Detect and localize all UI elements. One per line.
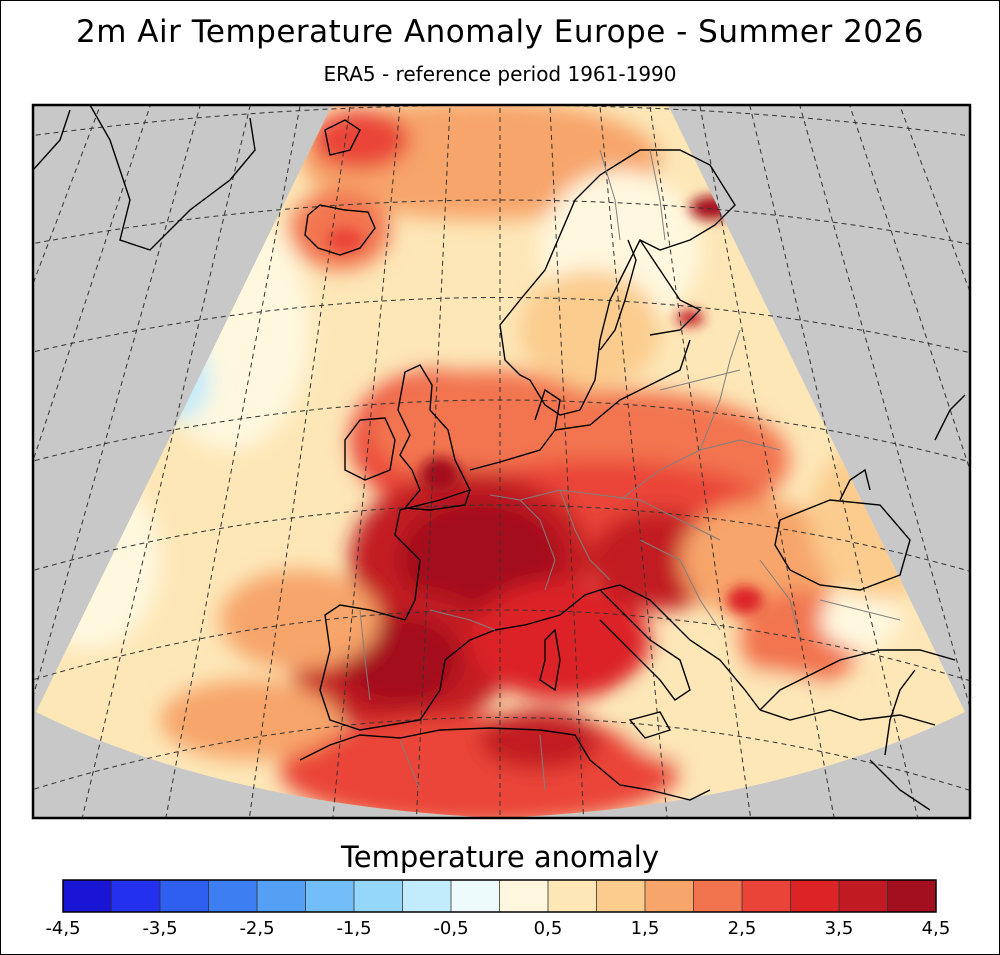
coastlines [33,105,966,811]
colorbar-swatch [693,880,743,912]
colorbar-swatch [354,880,403,912]
colorbar-swatch [839,880,888,912]
colorbar-swatch [596,880,646,912]
colorbar-swatch [451,880,500,912]
colorbar-title: Temperature anomaly [340,840,660,874]
colorbar-tick-label: -4,5 [45,918,81,939]
colorbar-swatch [111,880,161,912]
colorbar-swatch [208,880,258,912]
colorbar-swatch [402,880,452,912]
colorbar-swatch [887,880,937,912]
colorbar-tick-label: 1,5 [630,918,660,939]
colorbar-tick-label: 3,5 [824,918,854,939]
colorbar-tick-label: -2,5 [239,918,275,939]
colorbar-swatch [548,880,597,912]
colorbar-swatch [499,880,549,912]
colorbar-swatch [645,880,694,912]
colorbar-tick-label: -1,5 [336,918,372,939]
colorbar-swatch [63,880,112,912]
colorbar-tick-label: 2,5 [727,918,757,939]
colorbar-tick-label: -3,5 [142,918,178,939]
colorbar-swatch [160,880,209,912]
figure-title: 2m Air Temperature Anomaly Europe - Summ… [76,14,924,50]
colorbar-swatch [257,880,306,912]
colorbar-tick-label: 0,5 [533,918,563,939]
colorbar-swatch [790,880,840,912]
figure-subtitle: ERA5 - reference period 1961-1990 [323,62,677,86]
country-borders [359,149,901,791]
colorbar-swatch [742,880,791,912]
colorbar [62,879,937,913]
colorbar-tick-label: 4,5 [921,918,951,939]
colorbar-border [62,879,937,913]
colorbar-swatch [305,880,355,912]
colorbar-tick-label: -0,5 [433,918,469,939]
map-border [31,103,972,820]
